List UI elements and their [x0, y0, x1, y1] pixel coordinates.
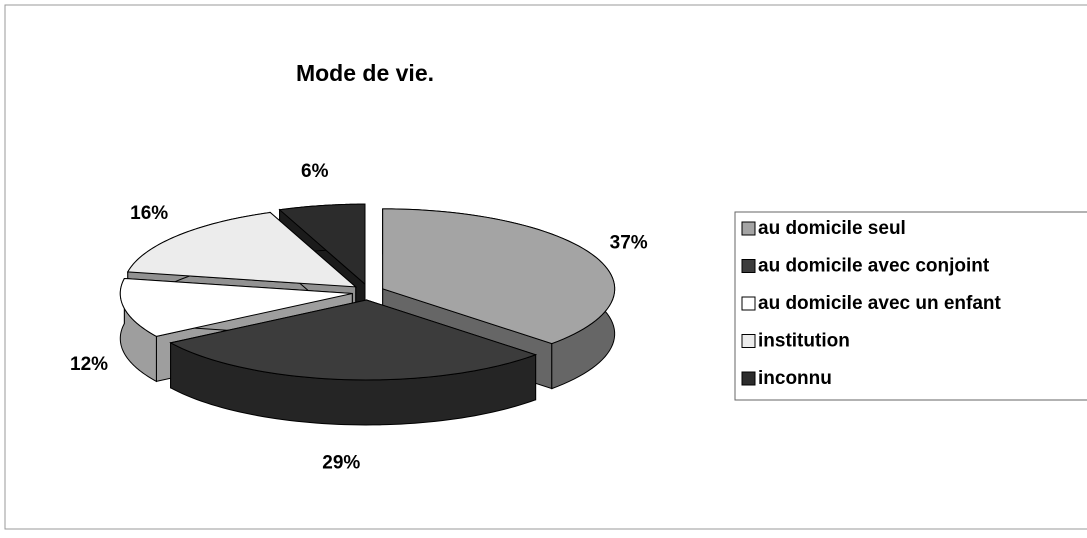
legend-label: inconnu [758, 368, 832, 389]
legend-box [734, 211, 1087, 401]
legend-label: au domicile avec un enfant [758, 293, 1002, 314]
legend: au domicile seul au domicile avec conjoin… [741, 218, 1002, 389]
legend-label: institution [758, 331, 850, 352]
slice-top [119, 277, 353, 337]
chart-title: Mode de vie. [296, 60, 434, 86]
legend-swatch [741, 334, 756, 348]
slice-top [382, 208, 616, 345]
labels: 6% 16% 37% 12% 29% [70, 161, 648, 473]
legend-label: au domicile avec conjoint [758, 256, 990, 277]
data-label: 6% [301, 161, 329, 182]
data-label: 37% [610, 233, 648, 254]
legend-swatch [741, 259, 756, 273]
slice-top [169, 299, 538, 381]
legend-swatch [741, 371, 756, 386]
legend-label: au domicile seul [758, 218, 906, 239]
slice-top [126, 211, 358, 288]
legend-swatch [741, 221, 756, 236]
slice [169, 299, 538, 426]
data-label: 16% [130, 203, 168, 224]
legend-swatch [741, 296, 756, 311]
data-label: 12% [70, 354, 108, 375]
pie [119, 203, 616, 426]
slice-top [278, 203, 366, 286]
data-label: 29% [322, 452, 360, 473]
